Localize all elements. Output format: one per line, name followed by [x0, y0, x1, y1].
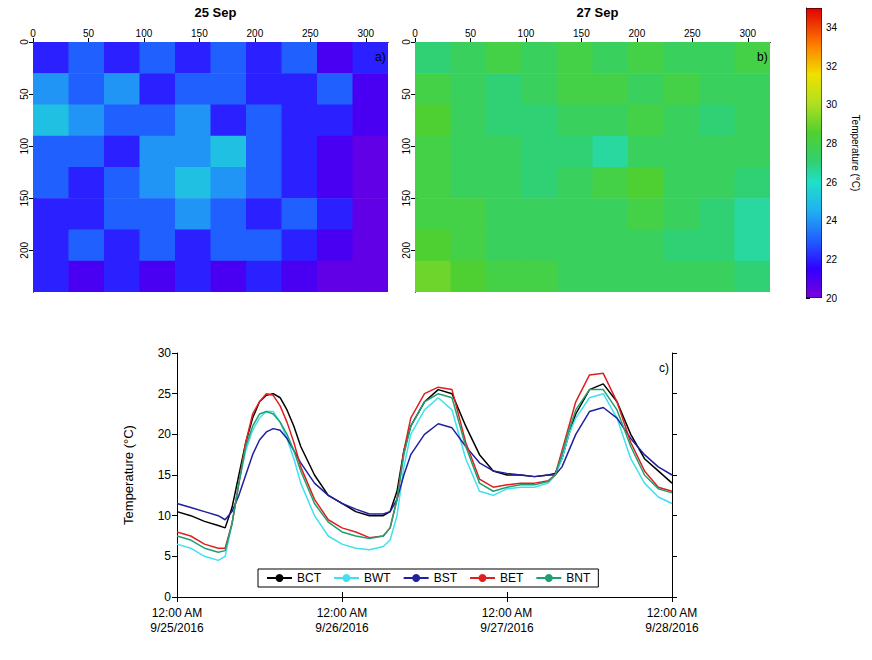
svg-text:34: 34 [826, 22, 838, 33]
svg-text:20: 20 [826, 293, 838, 304]
svg-text:22: 22 [826, 254, 838, 265]
svg-text:250: 250 [302, 28, 319, 39]
svg-text:30: 30 [826, 99, 838, 110]
svg-text:150: 150 [19, 189, 30, 206]
svg-text:100: 100 [136, 28, 153, 39]
svg-text:BNT: BNT [566, 571, 591, 585]
svg-text:150: 150 [191, 28, 208, 39]
svg-text:28: 28 [826, 138, 838, 149]
svg-text:150: 150 [401, 189, 412, 206]
svg-text:25 Sep: 25 Sep [195, 5, 237, 20]
svg-text:30: 30 [158, 346, 172, 360]
svg-text:150: 150 [573, 28, 590, 39]
svg-text:9/27/2016: 9/27/2016 [480, 621, 534, 635]
svg-text:BET: BET [500, 571, 524, 585]
svg-text:0: 0 [164, 590, 171, 604]
svg-text:200: 200 [19, 242, 30, 259]
svg-text:0: 0 [19, 39, 30, 45]
svg-text:100: 100 [518, 28, 535, 39]
svg-text:20: 20 [158, 427, 172, 441]
svg-text:9/26/2016: 9/26/2016 [315, 621, 369, 635]
svg-text:26: 26 [826, 177, 838, 188]
svg-text:c): c) [659, 361, 669, 375]
svg-text:Temperature (°C): Temperature (°C) [121, 425, 136, 525]
svg-text:27 Sep: 27 Sep [577, 5, 619, 20]
svg-text:200: 200 [629, 28, 646, 39]
svg-text:50: 50 [83, 28, 95, 39]
svg-text:12:00 AM: 12:00 AM [317, 606, 368, 620]
svg-text:50: 50 [401, 88, 412, 100]
svg-text:BCT: BCT [297, 571, 322, 585]
svg-text:12:00 AM: 12:00 AM [482, 606, 533, 620]
svg-text:300: 300 [357, 28, 374, 39]
svg-text:200: 200 [247, 28, 264, 39]
svg-text:Temperature (°C): Temperature (°C) [850, 115, 861, 192]
svg-text:100: 100 [401, 137, 412, 154]
svg-text:9/25/2016: 9/25/2016 [150, 621, 204, 635]
svg-text:50: 50 [19, 88, 30, 100]
svg-text:BST: BST [434, 571, 458, 585]
svg-text:0: 0 [401, 39, 412, 45]
svg-text:25: 25 [158, 387, 172, 401]
svg-text:a): a) [375, 50, 386, 64]
svg-text:0: 0 [30, 28, 36, 39]
svg-text:15: 15 [158, 468, 172, 482]
svg-text:5: 5 [164, 549, 171, 563]
svg-text:BWT: BWT [364, 571, 391, 585]
svg-text:50: 50 [465, 28, 477, 39]
svg-text:24: 24 [826, 215, 838, 226]
svg-text:32: 32 [826, 61, 838, 72]
svg-text:300: 300 [739, 28, 756, 39]
svg-text:b): b) [757, 50, 768, 64]
svg-text:100: 100 [19, 137, 30, 154]
svg-text:10: 10 [158, 509, 172, 523]
svg-text:9/28/2016: 9/28/2016 [645, 621, 699, 635]
svg-text:12:00 AM: 12:00 AM [647, 606, 698, 620]
svg-text:0: 0 [412, 28, 418, 39]
svg-text:200: 200 [401, 242, 412, 259]
svg-text:12:00 AM: 12:00 AM [152, 606, 203, 620]
svg-text:250: 250 [684, 28, 701, 39]
